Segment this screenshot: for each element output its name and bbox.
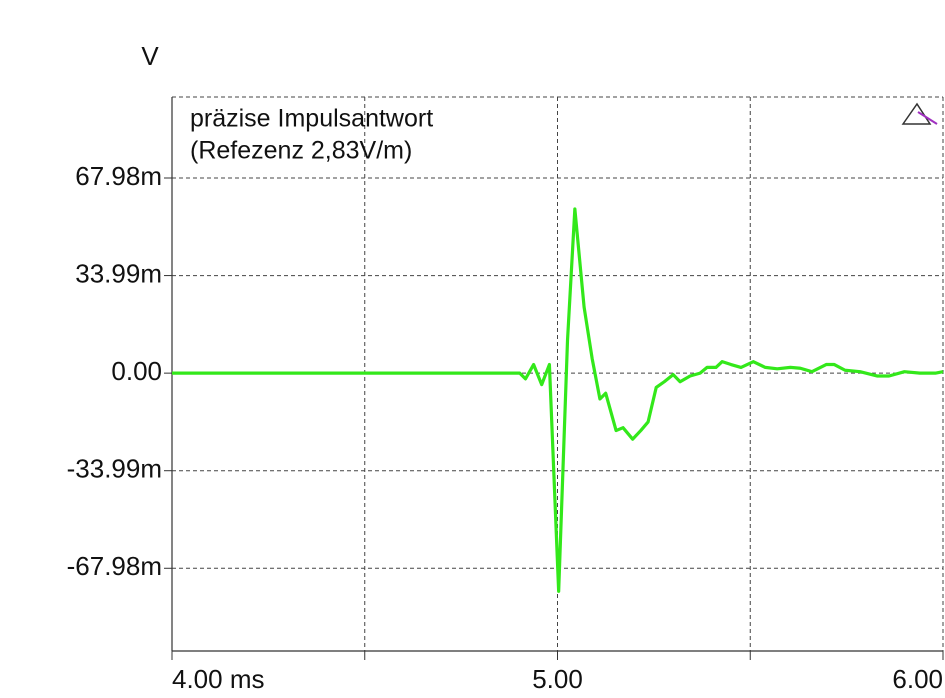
cursor-icon <box>901 102 938 125</box>
y-tick-label: -67.98m <box>67 551 162 581</box>
legend-text: präzise Impulsantwort <box>190 105 433 133</box>
plot-area <box>164 96 944 660</box>
data-line <box>172 207 944 593</box>
x-tick-label: 5.00 <box>532 664 583 694</box>
legend-text: (Refezenz 2,83V/m) <box>190 137 412 165</box>
y-unit: V <box>141 41 159 71</box>
y-tick-label: 0.00 <box>111 356 162 386</box>
y-tick-label: 33.99m <box>75 258 162 288</box>
y-tick-label: 67.98m <box>75 161 162 191</box>
x-tick-label: 6.00 <box>892 664 943 694</box>
y-tick-label: -33.99m <box>67 454 162 484</box>
x-tick-label: 4.00 ms <box>172 664 265 694</box>
